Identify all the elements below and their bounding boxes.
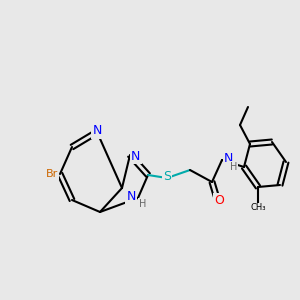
Text: H: H xyxy=(230,162,237,172)
Text: H: H xyxy=(139,199,146,209)
Text: N: N xyxy=(92,124,102,137)
Text: Br: Br xyxy=(46,169,58,179)
Text: S: S xyxy=(163,170,171,184)
Text: N: N xyxy=(127,190,136,202)
Text: CH₃: CH₃ xyxy=(250,203,266,212)
Text: N: N xyxy=(131,149,140,163)
Text: N: N xyxy=(224,152,233,166)
Text: O: O xyxy=(214,194,224,208)
